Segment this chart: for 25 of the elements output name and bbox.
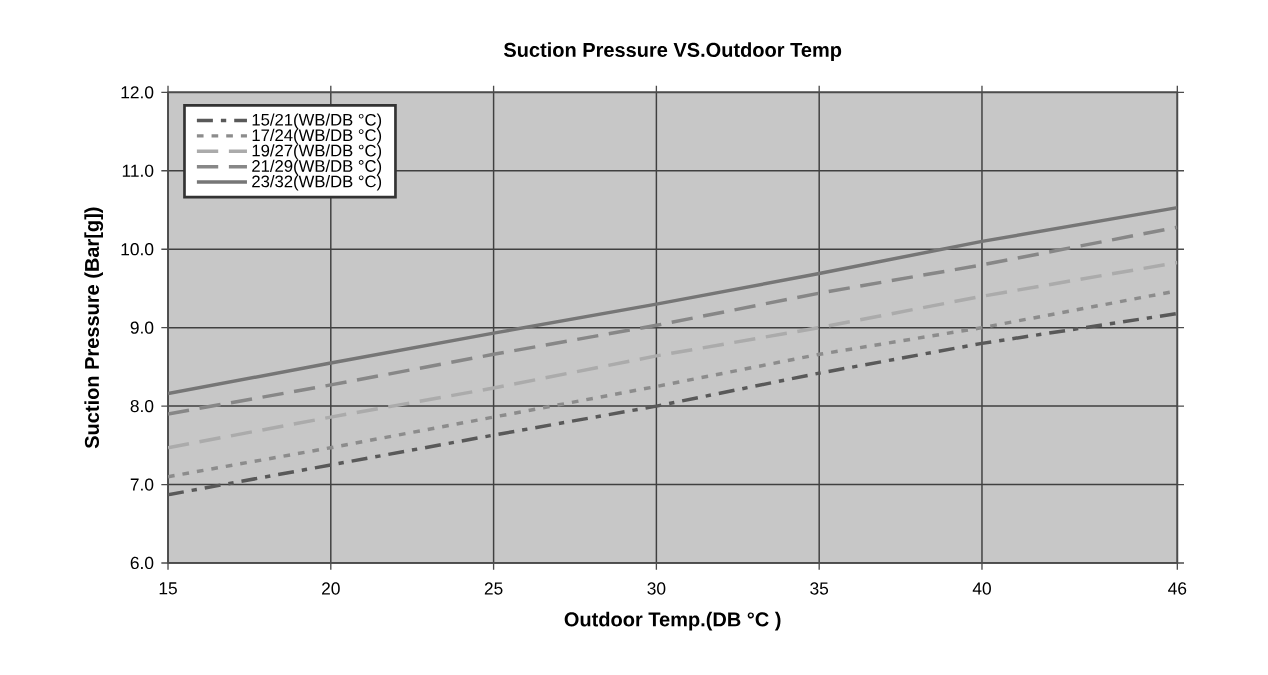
x-tick-label: 40 (972, 582, 991, 595)
x-tick-label: 20 (322, 582, 340, 595)
chart-title: Suction Pressure VS.Outdoor Temp (503, 42, 842, 61)
y-tick-label: 9.0 (130, 321, 154, 334)
legend-label: 15/21(WB/DB °C) (252, 113, 382, 129)
y-tick-label: 7.0 (130, 478, 154, 491)
line-series (168, 205, 1178, 396)
line-series (168, 260, 1178, 450)
x-tick-label: 35 (810, 582, 829, 595)
y-tick-label: 8.0 (130, 399, 154, 413)
legend-label: 19/27(WB/DB °C) (252, 144, 382, 160)
x-axis-title: Outdoor Temp.(DB °C ) (564, 611, 781, 631)
y-axis-title: Suction Pressure (Bar[g]) (84, 207, 104, 449)
y-tick-label: 12.0 (121, 86, 154, 99)
x-tick-label: 15 (159, 582, 177, 595)
legend-label: 17/24(WB/DB °C) (252, 128, 382, 145)
legend-label: 21/29(WB/DB °C) (252, 159, 382, 176)
x-tick-label: 46 (1168, 582, 1187, 595)
y-tick-label: 6.0 (130, 556, 154, 570)
x-tick-label: 30 (647, 582, 666, 595)
x-tick-label: 25 (484, 582, 503, 595)
legend-label: 23/32(WB/DB °C) (252, 175, 382, 191)
line-series (168, 225, 1178, 416)
y-tick-label: 11.0 (122, 164, 154, 177)
y-tick-label: 10.0 (121, 243, 154, 256)
